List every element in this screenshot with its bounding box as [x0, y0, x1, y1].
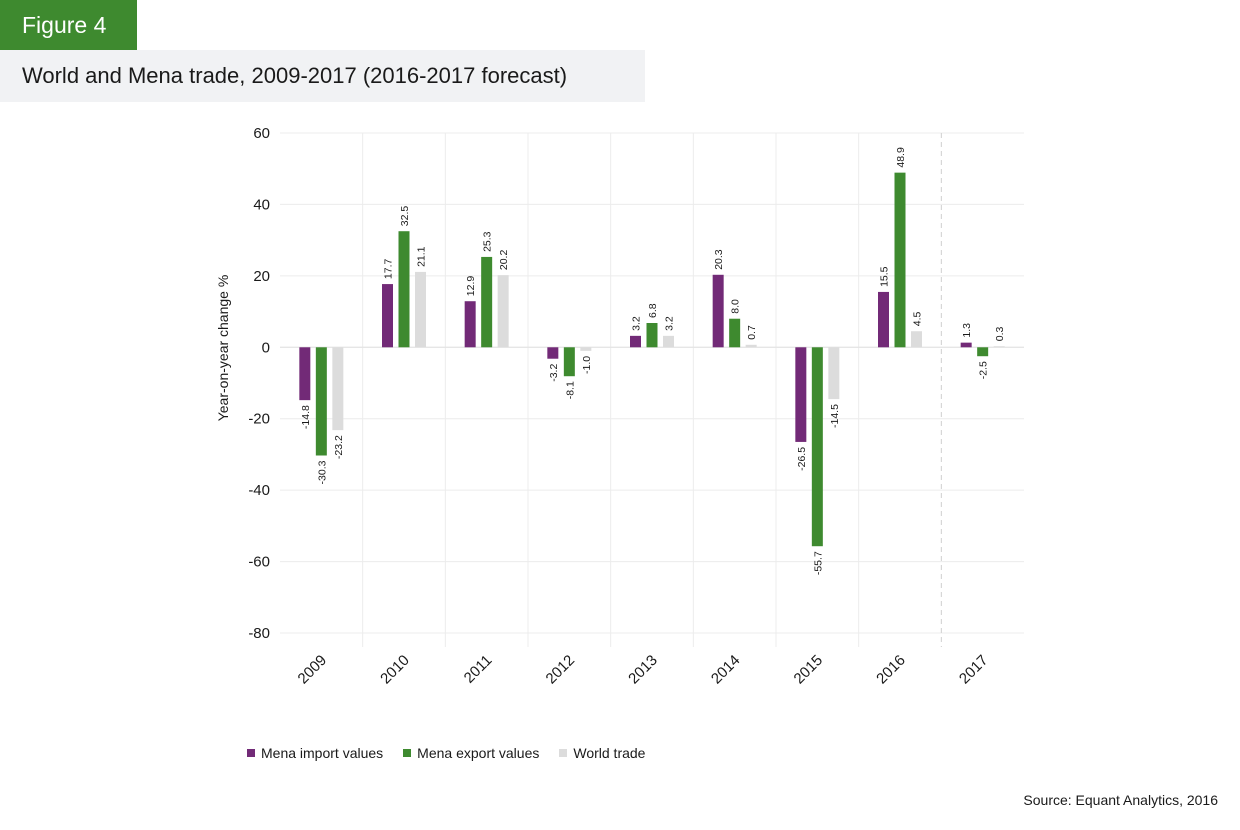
bar-import-2012 [547, 347, 559, 359]
bar-import-2015 [795, 347, 807, 442]
data-label-import-2014: 20.3 [713, 249, 725, 270]
y-tick-label: -60 [248, 554, 270, 571]
y-tick-label: -20 [248, 411, 270, 428]
data-label-import-2017: 1.3 [961, 323, 973, 338]
legend-swatch-import [247, 749, 255, 757]
y-tick-label: -80 [248, 625, 270, 642]
y-tick-label: 40 [253, 196, 270, 213]
x-tick-label: 2013 [625, 652, 661, 688]
bar-import-2011 [464, 301, 476, 348]
grid-layer [280, 132, 1024, 647]
bar-world-2009 [332, 347, 344, 431]
x-tick-label: 2014 [708, 652, 744, 688]
bar-export-2009 [315, 347, 327, 456]
legend: Mena import values Mena export values Wo… [247, 745, 665, 761]
x-tick-label: 2015 [791, 652, 827, 688]
data-label-export-2012: -8.1 [564, 381, 576, 399]
bar-world-2016 [911, 331, 922, 348]
bar-export-2012 [563, 347, 575, 377]
data-label-world-2014: 0.7 [746, 325, 758, 340]
data-label-world-2009: -23.2 [333, 435, 345, 459]
bar-export-2017 [977, 347, 989, 357]
data-label-export-2016: 48.9 [895, 147, 907, 168]
bar-world-2017 [993, 346, 1005, 348]
data-label-world-2010: 21.1 [416, 246, 428, 267]
data-label-world-2011: 20.2 [498, 250, 510, 271]
source-note: Source: Equant Analytics, 2016 [1023, 792, 1218, 808]
y-axis-label: Year-on-year change % [215, 275, 231, 422]
bar-export-2010 [398, 231, 410, 348]
chart-title: World and Mena trade, 2009-2017 (2016-20… [0, 50, 645, 102]
data-label-export-2013: 6.8 [647, 303, 659, 318]
legend-item-export: Mena export values [403, 745, 539, 761]
y-tick-label: 20 [253, 268, 270, 285]
data-label-export-2010: 32.5 [399, 206, 411, 227]
legend-swatch-world [559, 749, 568, 757]
bar-export-2013 [646, 323, 658, 348]
legend-label-import: Mena import values [261, 745, 384, 761]
data-label-import-2011: 12.9 [465, 276, 477, 297]
legend-label-world: World trade [573, 745, 646, 761]
data-label-export-2017: -2.5 [978, 361, 990, 379]
data-label-import-2016: 15.5 [879, 266, 891, 287]
data-label-world-2016: 4.5 [912, 311, 924, 326]
data-label-import-2012: -3.2 [548, 364, 560, 382]
data-label-world-2017: 0.3 [994, 326, 1006, 341]
data-label-world-2015: -14.5 [829, 404, 841, 428]
x-tick-label: 2011 [461, 652, 496, 687]
data-label-export-2015: -55.7 [812, 551, 824, 575]
legend-item-world: World trade [559, 745, 645, 761]
data-label-import-2013: 3.2 [631, 316, 643, 331]
x-tick-label: 2012 [543, 652, 579, 688]
y-tick-label: 60 [253, 125, 270, 142]
bar-import-2009 [299, 347, 311, 401]
data-label-import-2010: 17.7 [383, 258, 395, 279]
y-tick-label: 0 [262, 339, 270, 356]
legend-label-export: Mena export values [417, 745, 540, 761]
bar-world-2011 [497, 275, 509, 348]
bar-export-2014 [729, 318, 741, 348]
bar-import-2016 [878, 291, 889, 348]
bar-export-2015 [811, 347, 823, 547]
axis-layer: 60 40 20 0 -20 -40 -60 -80 Year-on-year change %… [215, 125, 991, 687]
bar-import-2010 [382, 284, 393, 348]
bar-world-2012 [580, 347, 592, 351]
legend-item-import: Mena import values [247, 745, 383, 761]
x-tick-label: 2017 [956, 652, 992, 688]
data-label-export-2014: 8.0 [730, 299, 742, 314]
bar-import-2013 [630, 335, 641, 348]
legend-swatch-export [403, 749, 412, 757]
x-tick-label: 2010 [377, 652, 413, 688]
x-tick-label: 2009 [295, 652, 331, 688]
bar-world-2014 [745, 344, 757, 348]
data-label-world-2012: -1.0 [581, 356, 593, 374]
bar-world-2015 [828, 347, 840, 400]
bar-export-2011 [481, 256, 493, 348]
bar-world-2010 [415, 271, 426, 348]
bar-world-2013 [663, 335, 674, 348]
figure-label: Figure 4 [0, 0, 137, 50]
bar-export-2016 [894, 172, 906, 348]
data-label-import-2015: -26.5 [796, 447, 808, 471]
data-label-import-2009: -14.8 [300, 405, 312, 429]
data-label-export-2009: -30.3 [316, 460, 328, 484]
y-tick-label: -40 [248, 482, 270, 499]
label-layer: -14.8 17.7 12.9 -3.2 3.2 20.3 -26.5 15.5 1.3 -30.… [300, 147, 1006, 575]
bar-layer [299, 172, 1005, 547]
data-label-world-2013: 3.2 [664, 316, 676, 331]
x-tick-label: 2016 [873, 652, 909, 688]
data-label-export-2011: 25.3 [482, 231, 494, 252]
bar-import-2017 [960, 342, 972, 348]
bar-import-2014 [712, 274, 724, 348]
